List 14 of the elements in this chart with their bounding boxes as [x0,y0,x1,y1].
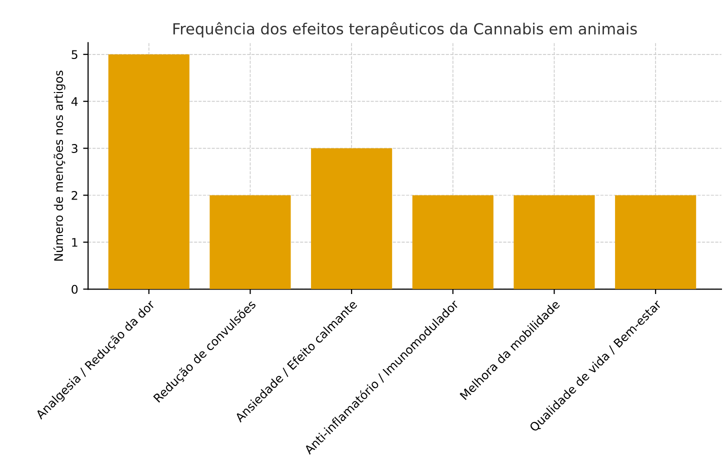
bar [311,148,392,290]
y-tick-label: 1 [72,238,78,247]
bar [210,195,291,290]
y-tick-label: 2 [72,190,78,200]
bar [108,54,190,290]
y-tick-label: 5 [72,50,78,60]
y-tick-label: 3 [72,144,78,153]
bar [412,195,494,290]
bar [514,195,595,290]
bar [615,195,696,290]
y-tick-label: 4 [71,97,78,106]
y-axis-title: Número de menções nos artigos [53,70,66,261]
chart-title: Frequência dos efeitos terapêuticos da Cannabis em animais [173,22,637,38]
y-tick-label: 0 [72,284,78,294]
